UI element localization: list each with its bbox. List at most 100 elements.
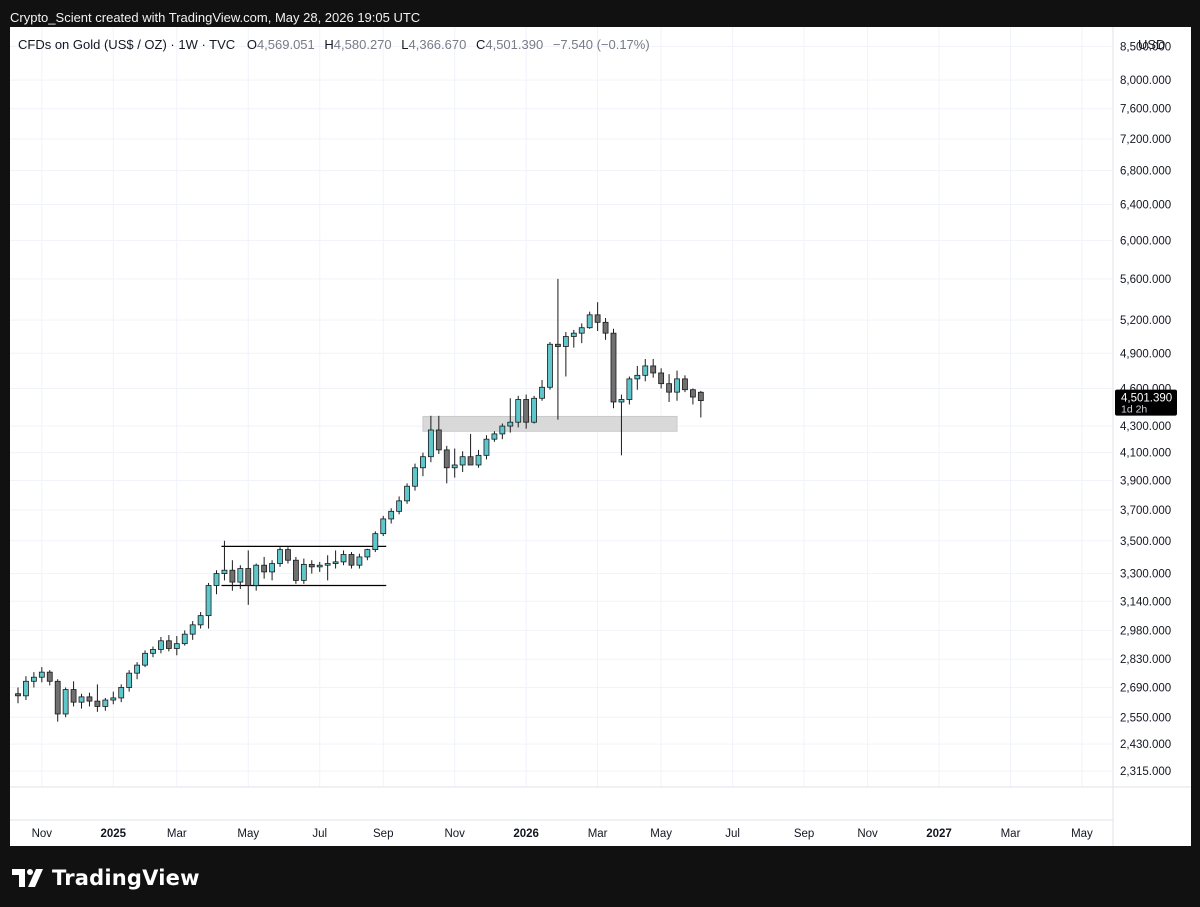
- currency-label[interactable]: USD: [1138, 37, 1165, 52]
- candle[interactable]: [38, 667, 45, 683]
- candle[interactable]: [483, 435, 490, 460]
- candle[interactable]: [364, 548, 371, 561]
- candle-body: [412, 467, 418, 487]
- candle[interactable]: [547, 342, 553, 390]
- candle[interactable]: [578, 323, 585, 344]
- candle[interactable]: [539, 380, 545, 401]
- candle[interactable]: [420, 452, 426, 477]
- candle[interactable]: [443, 445, 450, 484]
- candle[interactable]: [30, 672, 37, 688]
- candle[interactable]: [110, 691, 117, 705]
- candle[interactable]: [618, 394, 625, 456]
- candle[interactable]: [451, 448, 458, 478]
- candle[interactable]: [94, 684, 101, 712]
- symbol-legend[interactable]: CFDs on Gold (US$ / OZ) · 1W · TVC O4,56…: [18, 37, 650, 52]
- candle[interactable]: [221, 540, 228, 581]
- candle[interactable]: [372, 531, 379, 553]
- tradingview-logo[interactable]: TradingView: [12, 864, 200, 892]
- candle[interactable]: [562, 332, 569, 377]
- candle[interactable]: [459, 451, 466, 472]
- candle[interactable]: [62, 687, 69, 718]
- candle[interactable]: [499, 423, 506, 440]
- candle[interactable]: [523, 394, 530, 429]
- candle[interactable]: [253, 563, 260, 591]
- candle-body: [507, 421, 514, 427]
- candle[interactable]: [197, 612, 204, 629]
- candle[interactable]: [507, 398, 514, 433]
- candle[interactable]: [78, 693, 85, 709]
- candle[interactable]: [697, 390, 704, 418]
- y-tick-label: 3,900.000: [1120, 475, 1171, 487]
- candle[interactable]: [189, 621, 196, 640]
- candle[interactable]: [602, 318, 609, 340]
- candle[interactable]: [158, 636, 164, 654]
- candle[interactable]: [269, 560, 275, 581]
- candle[interactable]: [650, 358, 657, 378]
- candle[interactable]: [666, 374, 672, 402]
- candle[interactable]: [682, 375, 688, 393]
- candle[interactable]: [404, 483, 410, 504]
- candle[interactable]: [126, 670, 133, 692]
- candle[interactable]: [70, 681, 77, 707]
- candle[interactable]: [150, 646, 156, 658]
- candle[interactable]: [134, 662, 140, 680]
- candle[interactable]: [674, 370, 680, 401]
- candle[interactable]: [316, 561, 323, 572]
- candle[interactable]: [285, 547, 291, 564]
- x-axis-labels: Nov 2025 Mar May Jul Sep Nov 2026 Mar May Jul Sep No…: [32, 828, 1093, 840]
- candle[interactable]: [118, 684, 125, 703]
- candle[interactable]: [324, 555, 331, 581]
- candle[interactable]: [435, 415, 442, 454]
- candle[interactable]: [634, 365, 641, 390]
- candle[interactable]: [261, 556, 268, 579]
- candle[interactable]: [308, 560, 315, 574]
- candle[interactable]: [396, 496, 403, 515]
- candle[interactable]: [46, 670, 53, 686]
- candle[interactable]: [54, 679, 61, 722]
- candle[interactable]: [86, 692, 93, 707]
- candle[interactable]: [427, 415, 434, 463]
- candle[interactable]: [380, 515, 387, 537]
- candle[interactable]: [181, 630, 188, 646]
- candle[interactable]: [610, 328, 617, 409]
- candle[interactable]: [277, 547, 283, 567]
- candlestick-chart[interactable]: 8,500.000 8,000.000 7,600.000 7,200.000 6,80…: [10, 27, 1191, 846]
- candle[interactable]: [229, 560, 236, 591]
- candle[interactable]: [245, 550, 252, 605]
- candles[interactable]: [15, 278, 704, 722]
- candle[interactable]: [626, 376, 633, 405]
- candle[interactable]: [491, 431, 498, 442]
- candle[interactable]: [213, 570, 220, 595]
- candle[interactable]: [531, 395, 537, 424]
- candle[interactable]: [388, 508, 395, 524]
- candle[interactable]: [594, 302, 601, 331]
- candle[interactable]: [515, 395, 522, 428]
- y-tick-label: 7,600.000: [1120, 104, 1171, 116]
- candle[interactable]: [300, 558, 307, 584]
- candle[interactable]: [356, 553, 363, 569]
- candle[interactable]: [332, 550, 339, 569]
- candle[interactable]: [348, 552, 355, 569]
- candle[interactable]: [555, 278, 561, 420]
- candle[interactable]: [586, 311, 593, 329]
- candle[interactable]: [142, 650, 148, 668]
- candle[interactable]: [23, 676, 29, 701]
- candle[interactable]: [205, 582, 212, 629]
- candle[interactable]: [102, 697, 109, 711]
- candle[interactable]: [412, 463, 418, 491]
- candle[interactable]: [15, 687, 21, 704]
- candle[interactable]: [237, 565, 244, 589]
- candle[interactable]: [173, 636, 180, 656]
- candle[interactable]: [292, 556, 299, 584]
- ohlc-change: −7.540 (−0.17%): [553, 37, 650, 52]
- candle[interactable]: [690, 388, 696, 405]
- candle[interactable]: [165, 635, 172, 652]
- candle[interactable]: [475, 449, 482, 468]
- candle[interactable]: [658, 368, 665, 389]
- candle[interactable]: [570, 329, 577, 348]
- x-tick-label: Mar: [588, 828, 608, 840]
- candle[interactable]: [340, 550, 347, 566]
- chart-panel[interactable]: 8,500.000 8,000.000 7,600.000 7,200.000 6,80…: [10, 27, 1191, 846]
- candle[interactable]: [467, 433, 474, 466]
- candle[interactable]: [642, 358, 649, 382]
